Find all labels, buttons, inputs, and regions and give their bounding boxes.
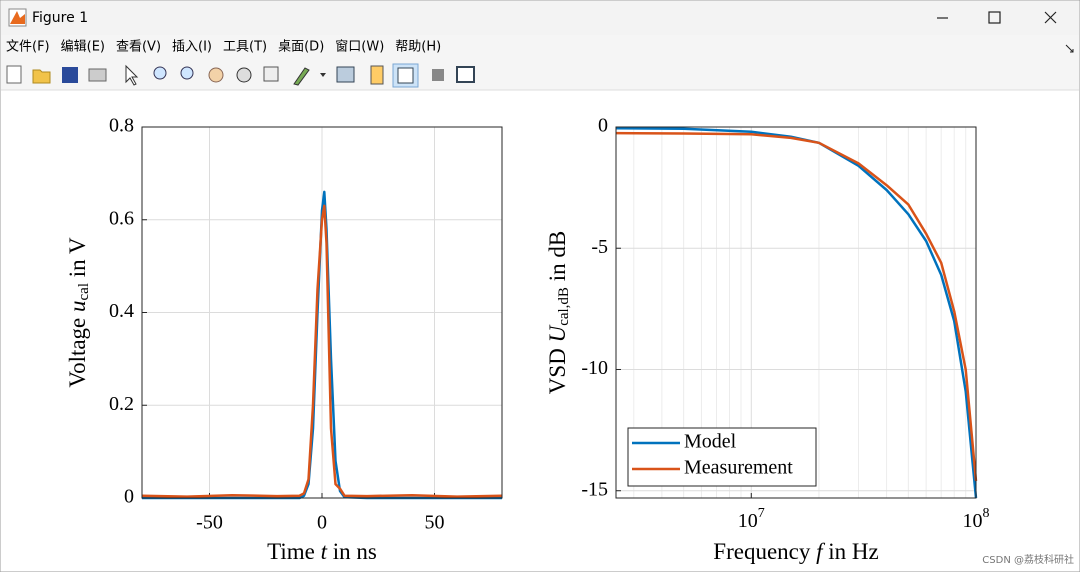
app-icon	[8, 8, 27, 27]
dropdown-icon[interactable]	[320, 73, 326, 77]
y-tick-label: -15	[581, 478, 608, 500]
label-part: U	[545, 324, 570, 342]
label-part: cal,dB	[556, 287, 572, 326]
y-tick-label: -10	[581, 357, 608, 379]
y-tick-label: 0.6	[109, 207, 134, 229]
y-tick-label: -5	[591, 236, 608, 258]
menu-item[interactable]: 帮助(H)	[395, 40, 441, 55]
toolbar-icons	[6, 63, 475, 88]
pan-icon[interactable]	[208, 67, 224, 83]
show-tools-icon[interactable]	[456, 66, 475, 83]
close-button[interactable]	[1044, 11, 1057, 24]
open-icon[interactable]	[32, 69, 51, 84]
axes-box	[141, 126, 503, 499]
x-tick-label: 0	[317, 512, 327, 534]
x-tick-label: 50	[425, 512, 445, 534]
toolbar	[1, 59, 1079, 90]
label-part: cal	[76, 283, 92, 300]
menu-item[interactable]: 编辑(E)	[61, 40, 105, 55]
brush-icon[interactable]	[293, 67, 310, 86]
data-line	[615, 131, 978, 482]
link-icon[interactable]	[336, 66, 355, 83]
pointer-icon[interactable]	[125, 64, 139, 86]
data-line	[141, 204, 503, 498]
menu-item[interactable]: 桌面(D)	[278, 40, 324, 55]
label-part: Time	[267, 539, 320, 564]
label-part: in Hz	[823, 539, 879, 564]
x-axis-label: Frequency f in Hz	[713, 539, 878, 564]
legend-label: Measurement	[684, 457, 793, 479]
label-part: f	[816, 539, 826, 564]
data-line	[615, 126, 978, 499]
y-tick-label: 0.2	[109, 393, 134, 415]
legend-box	[627, 427, 817, 487]
print-icon[interactable]	[88, 68, 107, 82]
hide-tools-icon[interactable]	[432, 69, 444, 81]
title-bar	[1, 1, 1079, 35]
legend-icon[interactable]	[397, 67, 414, 84]
label-part: Voltage	[65, 312, 90, 388]
label-part: in V	[65, 237, 90, 283]
rotate-icon[interactable]	[236, 67, 252, 83]
x-tick-label: -50	[196, 512, 223, 534]
y-axis-label: Voltage ucal in V	[65, 237, 92, 388]
new-icon[interactable]	[6, 65, 22, 84]
menu-item[interactable]: 工具(T)	[223, 40, 267, 55]
zoom-in-icon[interactable]	[153, 66, 167, 80]
y-tick-label: 0.8	[109, 115, 134, 137]
y-tick-label: 0	[598, 115, 608, 137]
y-tick-label: 0.4	[109, 300, 134, 322]
menu-item[interactable]: 插入(I)	[172, 40, 212, 55]
menu-item[interactable]: 窗口(W)	[335, 39, 384, 55]
window-title: Figure 1	[32, 10, 88, 26]
x-tick-label: 108	[963, 506, 990, 531]
y-tick-label: 0	[124, 486, 134, 508]
menu-bar	[1, 35, 1079, 59]
dock-arrow[interactable]	[1065, 44, 1074, 53]
axes-box	[615, 126, 977, 499]
legend-label: Model	[684, 431, 737, 453]
label-part: VSD	[545, 342, 570, 394]
save-icon[interactable]	[62, 67, 78, 83]
maximize-button[interactable]	[988, 11, 1001, 24]
menu-item[interactable]: 查看(V)	[116, 39, 161, 55]
datatip-icon[interactable]	[263, 66, 279, 82]
colorbar-icon[interactable]	[370, 65, 384, 85]
menu-item[interactable]: 文件(F)	[6, 40, 50, 55]
y-axis-label: VSD Ucal,dB in dB	[545, 231, 572, 394]
zoom-out-icon[interactable]	[180, 66, 194, 80]
label-part: u	[65, 300, 90, 312]
label-part: in dB	[545, 231, 570, 287]
watermark: CSDN @荔枝科研社	[982, 553, 1074, 566]
label-part: in ns	[327, 539, 377, 564]
x-tick-label: 107	[738, 506, 765, 531]
x-axis-label: Time t in ns	[267, 539, 377, 564]
label-part: t	[321, 539, 328, 564]
label-part: Frequency	[713, 539, 816, 564]
